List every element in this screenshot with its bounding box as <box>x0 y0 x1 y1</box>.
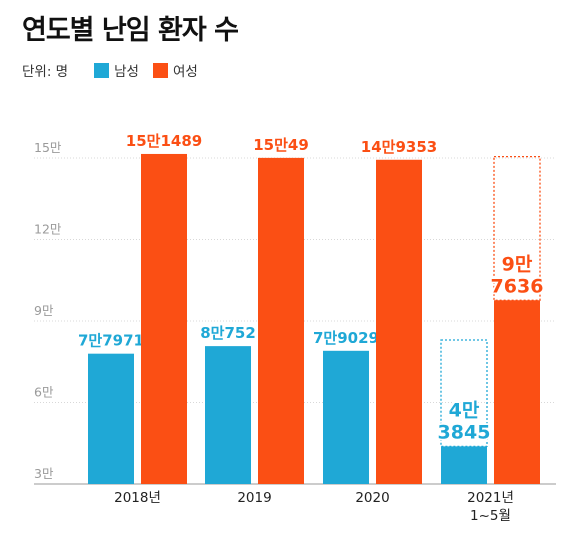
y-tick-label: 6만 <box>34 385 54 400</box>
legend-label-male: 남성 <box>114 64 139 80</box>
y-tick-label: 15만 <box>34 140 62 155</box>
data-label: 15만49 <box>253 136 309 154</box>
x-tick-label: 2019 <box>237 490 271 506</box>
bar <box>141 153 187 484</box>
legend: 단위: 명 남성 여성 <box>22 60 212 80</box>
bar <box>258 157 304 484</box>
x-tick-label: 2020 <box>355 490 389 506</box>
data-label: 8만752 <box>200 324 256 342</box>
legend-item-female: 여성 <box>152 60 198 80</box>
legend-item-male: 남성 <box>94 60 139 80</box>
legend-swatch-female <box>152 62 168 78</box>
data-label: 4만 3845 <box>438 399 491 443</box>
x-tick-label: 2018년 <box>114 490 161 506</box>
y-tick-label: 3만 <box>34 466 54 481</box>
data-label: 14만9353 <box>361 138 437 156</box>
data-label: 7만7971 <box>78 332 144 350</box>
bar <box>494 300 540 484</box>
bar <box>323 350 369 484</box>
chart-title: 연도별 난임 환자 수 <box>22 15 239 46</box>
x-tick-label: 2021년 1~5월 <box>467 490 514 524</box>
data-label: 7만9029 <box>313 329 379 347</box>
unit-label: 단위: 명 <box>22 64 69 80</box>
legend-swatch-male <box>94 62 110 78</box>
bar <box>441 446 487 484</box>
data-label: 15만1489 <box>126 132 202 150</box>
legend-label-female: 여성 <box>172 64 198 80</box>
bar <box>88 353 134 484</box>
bar <box>376 159 422 484</box>
y-tick-label: 12만 <box>34 222 62 237</box>
bar <box>205 346 251 484</box>
data-label: 9만 7636 <box>491 253 544 297</box>
y-tick-label: 9만 <box>34 303 54 318</box>
projection-outline <box>493 155 541 301</box>
